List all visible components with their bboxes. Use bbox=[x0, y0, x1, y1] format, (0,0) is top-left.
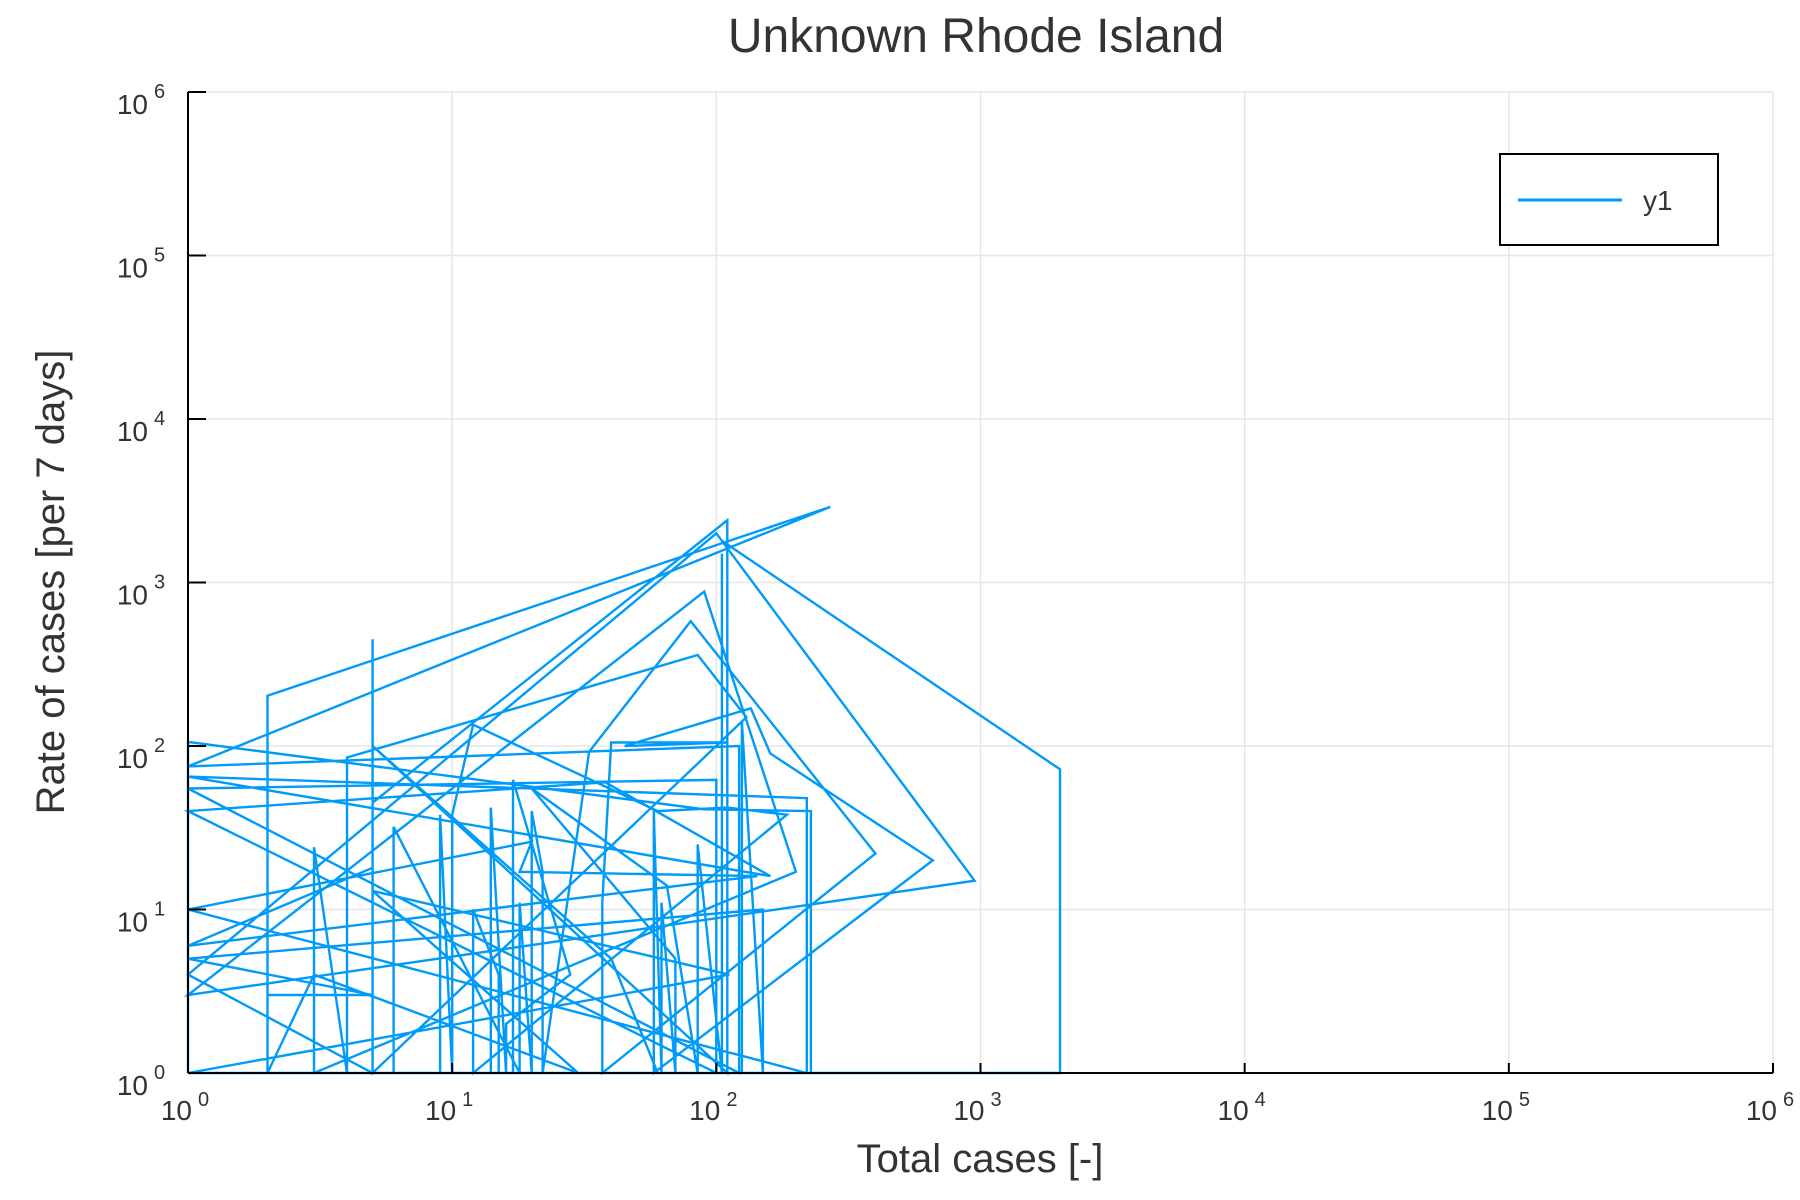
x-axis-label: Total cases [-] bbox=[857, 1137, 1104, 1181]
x-tick-exponent: 5 bbox=[1519, 1089, 1530, 1111]
y-tick-label: 10 bbox=[117, 253, 148, 284]
y-ticks: 10 0 10 1 10 2 10 3 10 4 10 5 10 6 bbox=[117, 81, 206, 1101]
y-axis-label: Rate of cases [per 7 days] bbox=[29, 350, 73, 815]
legend: y1 bbox=[1499, 153, 1719, 246]
y-tick-exponent: 5 bbox=[154, 245, 165, 267]
x-tick-exponent: 3 bbox=[991, 1089, 1002, 1111]
x-tick-label: 10 bbox=[161, 1095, 192, 1126]
x-tick-label: 10 bbox=[1218, 1095, 1249, 1126]
y-tick-exponent: 0 bbox=[154, 1062, 165, 1084]
x-tick-exponent: 1 bbox=[462, 1089, 473, 1111]
y-tick-label: 10 bbox=[117, 907, 148, 938]
y-tick-exponent: 4 bbox=[154, 408, 165, 430]
x-tick-label: 10 bbox=[425, 1095, 456, 1126]
x-tick-label: 10 bbox=[689, 1095, 720, 1126]
x-tick-label: 10 bbox=[953, 1095, 984, 1126]
x-tick-exponent: 6 bbox=[1783, 1089, 1794, 1111]
x-tick-label: 10 bbox=[1482, 1095, 1513, 1126]
y-tick-label: 10 bbox=[117, 743, 148, 774]
y-tick-exponent: 6 bbox=[154, 81, 165, 103]
x-ticks: 10 0 10 1 10 2 10 3 10 4 10 5 10 6 bbox=[161, 1063, 1794, 1126]
y-tick-exponent: 2 bbox=[154, 735, 165, 757]
series-layer bbox=[183, 505, 1062, 1076]
x-tick-exponent: 0 bbox=[198, 1089, 209, 1111]
x-tick-exponent: 2 bbox=[726, 1089, 737, 1111]
chart-title: Unknown Rhode Island bbox=[728, 10, 1224, 63]
legend-label-y1: y1 bbox=[1643, 185, 1673, 216]
y-tick-label: 10 bbox=[117, 89, 148, 120]
x-tick-label: 10 bbox=[1746, 1095, 1777, 1126]
y-tick-label: 10 bbox=[117, 580, 148, 611]
y-tick-exponent: 3 bbox=[154, 572, 165, 594]
y-tick-exponent: 1 bbox=[154, 899, 165, 921]
series-line-y1 bbox=[183, 505, 1062, 1076]
y-tick-label: 10 bbox=[117, 416, 148, 447]
x-tick-exponent: 4 bbox=[1255, 1089, 1266, 1111]
y-tick-label: 10 bbox=[117, 1070, 148, 1101]
